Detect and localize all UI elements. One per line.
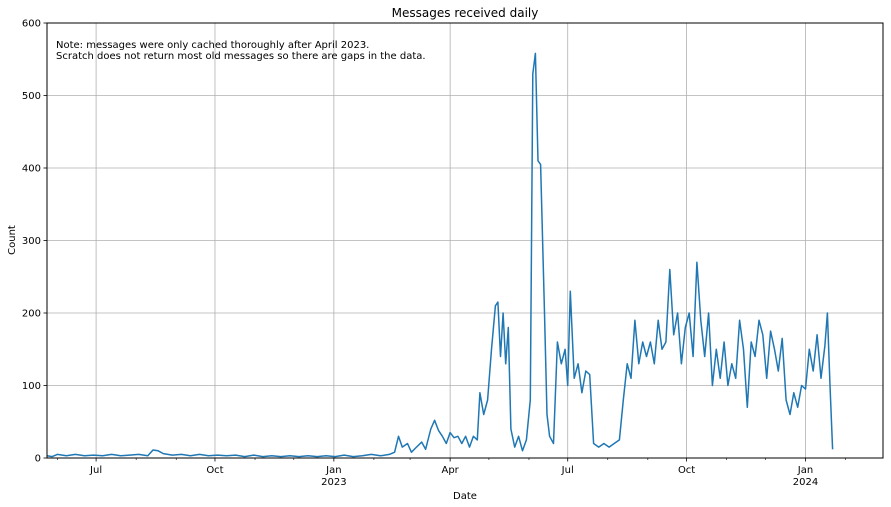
y-tick-label: 100 (22, 381, 41, 392)
annotation: Note: messages were only cached thorough… (56, 40, 426, 62)
series-layer (46, 52, 834, 458)
y-tick-label: 0 (35, 454, 41, 465)
series-line (46, 52, 834, 458)
y-tick-label: 200 (22, 309, 41, 320)
x-tick-label: Apr (441, 465, 459, 476)
x-axis-label: Date (453, 491, 477, 502)
y-tick-label: 600 (22, 19, 41, 30)
x-tick-label: Oct (678, 465, 695, 476)
y-tick-label: 500 (22, 91, 41, 102)
y-axis: 0 100 200 300 400 500 600 (22, 19, 47, 465)
chart-title: Messages received daily (392, 6, 539, 20)
x-tick-label: Oct (206, 465, 223, 476)
x-tick-label: Jul (561, 465, 574, 476)
annotation-line-1: Note: messages were only cached thorough… (56, 40, 369, 51)
annotation-line-2: Scratch does not return most old message… (56, 51, 426, 62)
y-tick-label: 400 (22, 164, 41, 175)
x-year-label: 2024 (793, 477, 818, 488)
x-year-label: 2023 (321, 477, 346, 488)
x-tick-label: Jul (89, 465, 102, 476)
y-axis-label: Count (7, 225, 18, 255)
x-tick-label: Jan (325, 465, 341, 476)
x-tick-label: Jan (797, 465, 813, 476)
y-tick-label: 300 (22, 236, 41, 247)
